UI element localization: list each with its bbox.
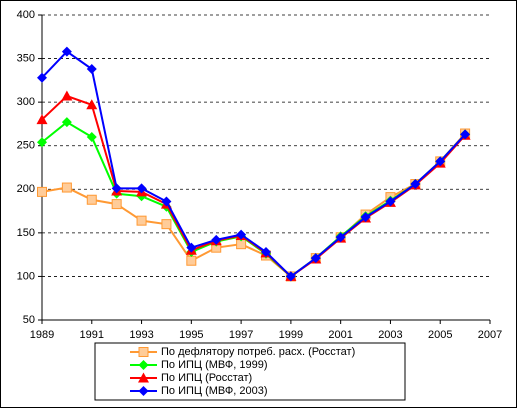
marker (385, 196, 396, 207)
marker (186, 242, 197, 253)
y-tick-label: 100 (17, 270, 35, 282)
marker (138, 372, 149, 383)
legend-label: По ИПЦ (Росстат) (161, 372, 252, 384)
marker (138, 347, 149, 357)
marker (435, 156, 446, 167)
marker (61, 46, 72, 57)
marker (111, 183, 122, 194)
marker (236, 229, 247, 240)
marker (86, 132, 97, 142)
y-tick-label: 350 (17, 52, 35, 64)
marker (61, 117, 72, 128)
marker (211, 234, 222, 245)
marker (335, 232, 346, 243)
marker (61, 90, 73, 101)
marker (138, 386, 149, 396)
marker (285, 271, 296, 282)
marker (138, 360, 149, 370)
marker (111, 199, 122, 210)
marker (460, 129, 471, 140)
marker (310, 253, 321, 264)
marker (261, 247, 271, 258)
marker (136, 215, 147, 226)
marker (61, 182, 72, 193)
x-tick-label: 1989 (30, 329, 54, 341)
y-tick-label: 200 (17, 183, 35, 195)
marker (36, 114, 48, 125)
legend-label: По дефлятору потреб. расх. (Росстат) (161, 346, 355, 358)
y-tick-label: 400 (17, 9, 35, 21)
marker (37, 137, 47, 148)
y-tick-label: 250 (17, 140, 35, 152)
legend-label: По ИПЦ (МВФ, 1999) (161, 359, 268, 371)
x-tick-label: 2007 (478, 329, 502, 341)
x-tick-label: 1999 (279, 329, 303, 341)
x-tick-label: 1991 (80, 329, 104, 341)
marker (86, 99, 98, 110)
x-tick-label: 1995 (179, 329, 203, 341)
marker (360, 212, 371, 223)
marker (136, 183, 147, 194)
x-tick-label: 2005 (428, 329, 452, 341)
marker (161, 219, 172, 230)
y-tick-label: 50 (23, 314, 35, 326)
legend: По дефлятору потреб. расх. (Росстат)По И… (94, 342, 406, 401)
marker (86, 194, 97, 205)
legend-label: По ИПЦ (МВФ, 2003) (161, 385, 268, 397)
y-tick-label: 300 (17, 96, 35, 108)
x-tick-label: 2001 (328, 329, 352, 341)
x-tick-label: 1993 (129, 329, 153, 341)
marker (37, 186, 47, 197)
x-tick-label: 1997 (229, 329, 253, 341)
y-tick-label: 150 (17, 227, 35, 239)
marker (161, 196, 172, 207)
marker (37, 72, 47, 83)
marker (410, 179, 421, 190)
series-line (41, 50, 466, 278)
marker (86, 64, 97, 75)
x-tick-label: 2003 (378, 329, 402, 341)
marker (186, 255, 197, 266)
